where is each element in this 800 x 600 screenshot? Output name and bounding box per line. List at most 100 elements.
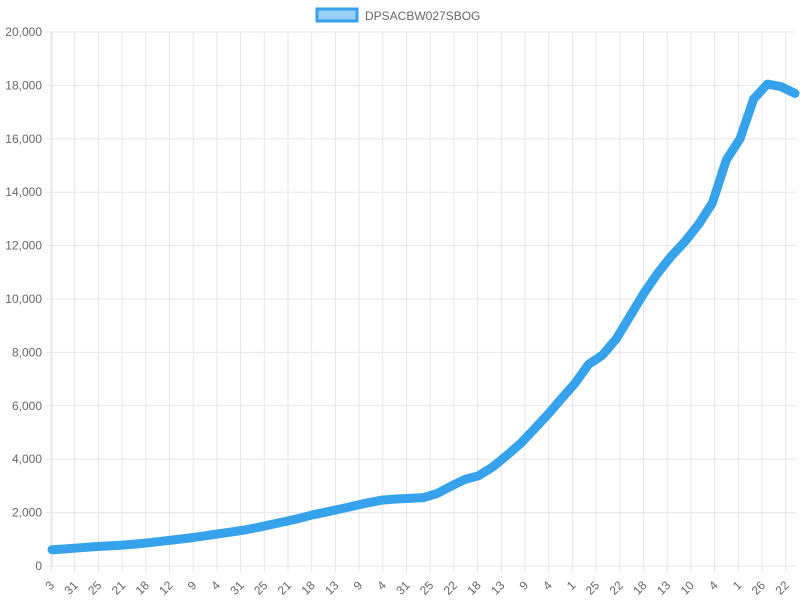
data-point	[419, 493, 428, 502]
x-tick-label: 13	[654, 578, 674, 598]
data-point	[213, 529, 222, 538]
y-tick-label: 16,000	[5, 132, 42, 146]
data-point	[158, 537, 167, 546]
x-tick-label: 12	[156, 578, 176, 598]
x-tick-label: 22	[772, 578, 792, 598]
legend-label: DPSACBW027SBOG	[365, 9, 480, 23]
x-tick-label: 1	[730, 578, 745, 593]
data-point	[144, 538, 153, 547]
data-point	[226, 528, 235, 537]
x-tick-label: 4	[208, 578, 223, 593]
data-point	[749, 94, 758, 103]
data-point	[598, 351, 607, 360]
y-tick-label: 20,000	[5, 25, 42, 39]
x-tick-label: 13	[322, 578, 342, 598]
x-tick-label: 10	[678, 578, 698, 598]
data-point	[763, 80, 772, 89]
data-point	[502, 451, 511, 460]
x-tick-label: 25	[85, 578, 105, 598]
x-tick-label: 13	[488, 578, 508, 598]
data-point	[791, 89, 799, 98]
data-point	[680, 237, 689, 246]
data-point	[103, 541, 112, 550]
y-tick-label: 2,000	[12, 506, 42, 520]
x-tick-label: 3	[42, 578, 57, 593]
x-tick-label: 4	[706, 578, 721, 593]
data-point	[584, 360, 593, 369]
data-point	[61, 544, 70, 553]
x-tick-label: 4	[374, 578, 389, 593]
data-point	[364, 498, 373, 507]
data-point	[254, 523, 263, 532]
x-tick-label: 21	[275, 578, 295, 598]
data-point	[171, 535, 180, 544]
x-tick-label: 9	[516, 578, 531, 593]
data-point	[240, 525, 249, 534]
data-point	[447, 482, 456, 491]
data-point	[116, 541, 125, 550]
data-point	[130, 540, 139, 549]
y-tick-label: 18,000	[5, 78, 42, 92]
y-tick-label: 10,000	[5, 292, 42, 306]
y-tick-label: 6,000	[12, 399, 42, 413]
x-tick-label: 1	[564, 578, 579, 593]
data-point	[309, 510, 318, 519]
y-axis: 0 2,000 4,000 6,000 8,000 10,000 12,000 14,000 1…	[5, 25, 42, 573]
data-point	[543, 411, 552, 420]
y-tick-label: 14,000	[5, 185, 42, 199]
y-tick-label: 12,000	[5, 239, 42, 253]
x-tick-label: 18	[464, 578, 484, 598]
data-point	[323, 507, 332, 516]
data-point	[336, 504, 345, 513]
data-point	[460, 475, 469, 484]
x-tick-label: 18	[133, 578, 153, 598]
data-point	[653, 269, 662, 278]
x-tick-label: 21	[109, 578, 129, 598]
series-line	[47, 79, 800, 555]
data-point	[378, 496, 387, 505]
data-point	[391, 494, 400, 503]
data-point	[625, 312, 634, 321]
data-point	[722, 156, 731, 165]
data-point	[667, 252, 676, 261]
data-point	[281, 517, 290, 526]
data-point	[570, 379, 579, 388]
x-tick-label: 25	[583, 578, 603, 598]
data-point	[295, 514, 304, 523]
data-point	[433, 489, 442, 498]
data-point	[405, 494, 414, 503]
data-point	[89, 542, 98, 551]
x-tick-label: 18	[630, 578, 650, 598]
x-tick-label: 31	[393, 578, 413, 598]
data-point	[350, 501, 359, 510]
data-point	[474, 471, 483, 480]
data-point	[515, 440, 524, 449]
data-point	[268, 520, 277, 529]
legend[interactable]: DPSACBW027SBOG	[315, 7, 480, 23]
data-point	[735, 134, 744, 143]
y-tick-label: 0	[35, 559, 42, 573]
x-tick-label: 22	[607, 578, 627, 598]
x-tick-label: 9	[185, 578, 200, 593]
data-point	[708, 198, 717, 207]
x-tick-label: 25	[251, 578, 271, 598]
y-tick-label: 4,000	[12, 452, 42, 466]
x-tick-label: 4	[540, 578, 555, 593]
legend-swatch-icon	[315, 7, 359, 23]
x-axis: 3 31 25 21 18 12 9 4 31 25 21 18 13 9 4 31 25 22 18 13 9 4 1 25…	[42, 578, 792, 598]
data-point	[199, 532, 208, 541]
data-point	[488, 463, 497, 472]
x-tick-label: 31	[61, 578, 81, 598]
data-point	[639, 289, 648, 298]
series-group	[47, 79, 800, 555]
x-tick-label: 22	[441, 578, 461, 598]
y-tick-label: 8,000	[12, 345, 42, 359]
data-point	[557, 395, 566, 404]
x-tick-label: 9	[351, 578, 366, 593]
chart-grid	[46, 31, 796, 572]
data-point	[777, 82, 786, 91]
x-tick-label: 26	[749, 578, 769, 598]
x-tick-label: 31	[227, 578, 247, 598]
data-point	[185, 533, 194, 542]
